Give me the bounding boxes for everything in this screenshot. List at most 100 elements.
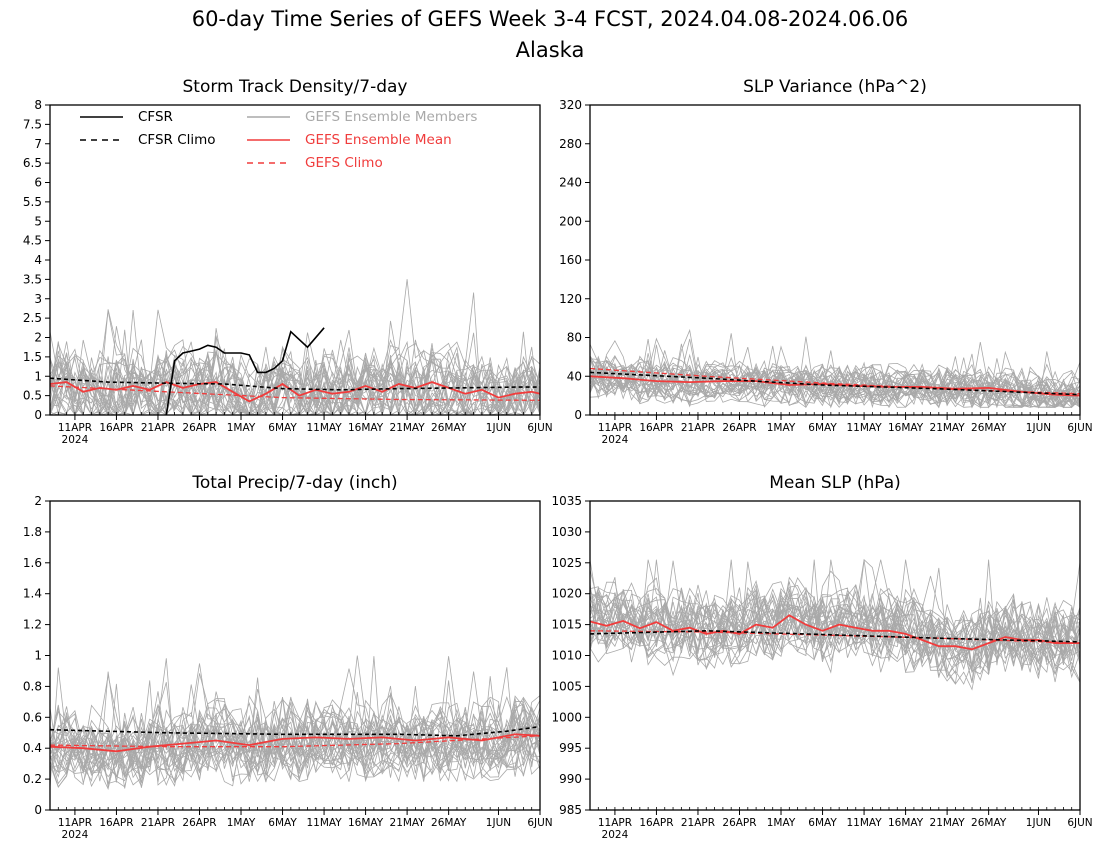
y-tick-label: 1.4 [23,587,42,601]
y-tick-label: 280 [559,137,582,151]
y-tick-label: 7 [34,137,42,151]
x-tick-label: 16MAY [888,422,924,434]
panels: Storm Track Density/7-day 0 0.5 1 1.5 2 2.5 3 3.… [23,77,1093,841]
y-tick-label: 1.2 [23,618,42,632]
y-tick-label: 1010 [551,649,582,663]
x-tick-label: 21MAY [930,422,966,434]
y-tick-label: 1.5 [23,350,42,364]
legend-label-ensemble-mean: GEFS Ensemble Mean [305,132,452,148]
y-tick-label: 320 [559,98,582,112]
x-tick-label: 6JUN [527,817,552,829]
ensemble-member-line [50,712,540,783]
series-gefs-ensemble-mean [590,614,1080,651]
x-tick-label: 26MAY [971,422,1007,434]
ensemble-member-line [50,658,540,766]
x-tick-label: 1JUN [1026,422,1051,434]
ensemble-member-line [50,667,540,767]
series-cfsr-climo [590,629,1080,643]
series-lines [590,614,1080,651]
figure-title: 60-day Time Series of GEFS Week 3-4 FCST… [192,7,909,31]
y-tick-label: 1 [34,369,42,383]
y-tick-label: 1020 [551,587,582,601]
x-tick-label: 1JUN [486,422,511,434]
y-tick-label: 0 [34,408,42,422]
x-tick-label: 16APR [639,422,673,434]
y-tick-label: 2.5 [23,311,42,325]
series-gefs-ensemble-mean [590,375,1080,397]
x-tick-label: 11MAY [846,422,882,434]
x-tick-label: 26MAY [431,817,467,829]
ensemble-member-line [590,336,1080,409]
series-cfsr-climo [50,725,540,737]
legend-label-cfsr: CFSR [138,109,173,125]
x-tick-label: 6MAY [808,817,837,829]
series-lines [50,327,540,415]
ensemble-member-line [590,374,1080,409]
y-tick-label: 160 [559,253,582,267]
panel-4: Mean SLP (hPa) 985 990 995 1000 1005 1010 1015 1… [551,473,1092,841]
x-tick-label: 21APR [681,817,715,829]
x-tick-label: 6MAY [808,422,837,434]
x-tick-label: 11APR [58,422,92,434]
y-tick-label: 0.4 [23,741,42,755]
x-tick-label: 11MAY [306,422,342,434]
y-tick-label: 3 [34,292,42,306]
y-tick-label: 5.5 [23,195,42,209]
ensemble-member-line [590,370,1080,409]
plot-frame [589,500,1081,811]
series-gefs-ensemble-mean [50,381,540,403]
y-tick-label: 1000 [551,710,582,724]
panel-title: SLP Variance (hPa^2) [743,77,927,97]
series-gefs-climo [590,367,1080,395]
y-tick-label: 0.8 [23,679,42,693]
ensemble-member-line [590,355,1080,405]
y-tick-label: 1.6 [23,556,42,570]
series-lines [590,367,1080,397]
ensemble-member-line [590,558,1080,662]
y-tick-label: 0 [34,803,42,817]
x-tick-label: 1MAY [227,817,256,829]
panel-title: Storm Track Density/7-day [183,77,408,97]
series-cfsr [165,327,325,415]
ensemble-member-line [50,279,540,415]
y-tick-label: 3.5 [23,272,42,286]
y-tick-label: 0.5 [23,389,42,403]
y-tick-label: 8 [34,98,42,112]
y-tick-label: 6 [34,176,42,190]
legend-label-cfsr-climo: CFSR Climo [138,132,216,148]
ensemble-member-line [50,682,540,782]
x-tick-label: 6JUN [1067,422,1092,434]
series-cfsr-climo [50,377,540,391]
ensemble-members [50,279,540,415]
x-tick-label: 16APR [99,422,133,434]
series-gefs-climo [50,385,540,401]
x-tick-label: 6JUN [1067,817,1092,829]
x-year-label: 2024 [62,434,89,446]
ensemble-members [50,655,540,790]
y-tick-label: 1005 [551,679,582,693]
x-tick-label: 21APR [141,422,175,434]
y-tick-label: 0.6 [23,710,42,724]
ensemble-member-line [590,346,1080,405]
panel-3: Total Precip/7-day (inch)00.20.40.60.811… [23,473,553,841]
ensemble-member-line [50,677,540,772]
x-tick-label: 21MAY [930,817,966,829]
x-tick-label: 11MAY [846,817,882,829]
ensemble-member-line [590,328,1080,403]
x-tick-label: 1JUN [1026,817,1051,829]
x-tick-label: 26MAY [971,817,1007,829]
y-tick-label: 240 [559,176,582,190]
ensemble-members [590,558,1080,691]
x-tick-label: 21APR [141,817,175,829]
x-tick-label: 26APR [182,422,216,434]
y-tick-label: 0.2 [23,772,42,786]
x-tick-label: 6MAY [268,817,297,829]
x-tick-label: 16MAY [348,422,384,434]
y-tick-label: 2 [34,331,42,345]
series-gefs-ensemble-mean [50,733,540,753]
y-tick-label: 990 [559,772,582,786]
y-tick-label: 2 [34,494,42,508]
x-tick-label: 6JUN [527,422,552,434]
x-tick-label: 11APR [598,422,632,434]
